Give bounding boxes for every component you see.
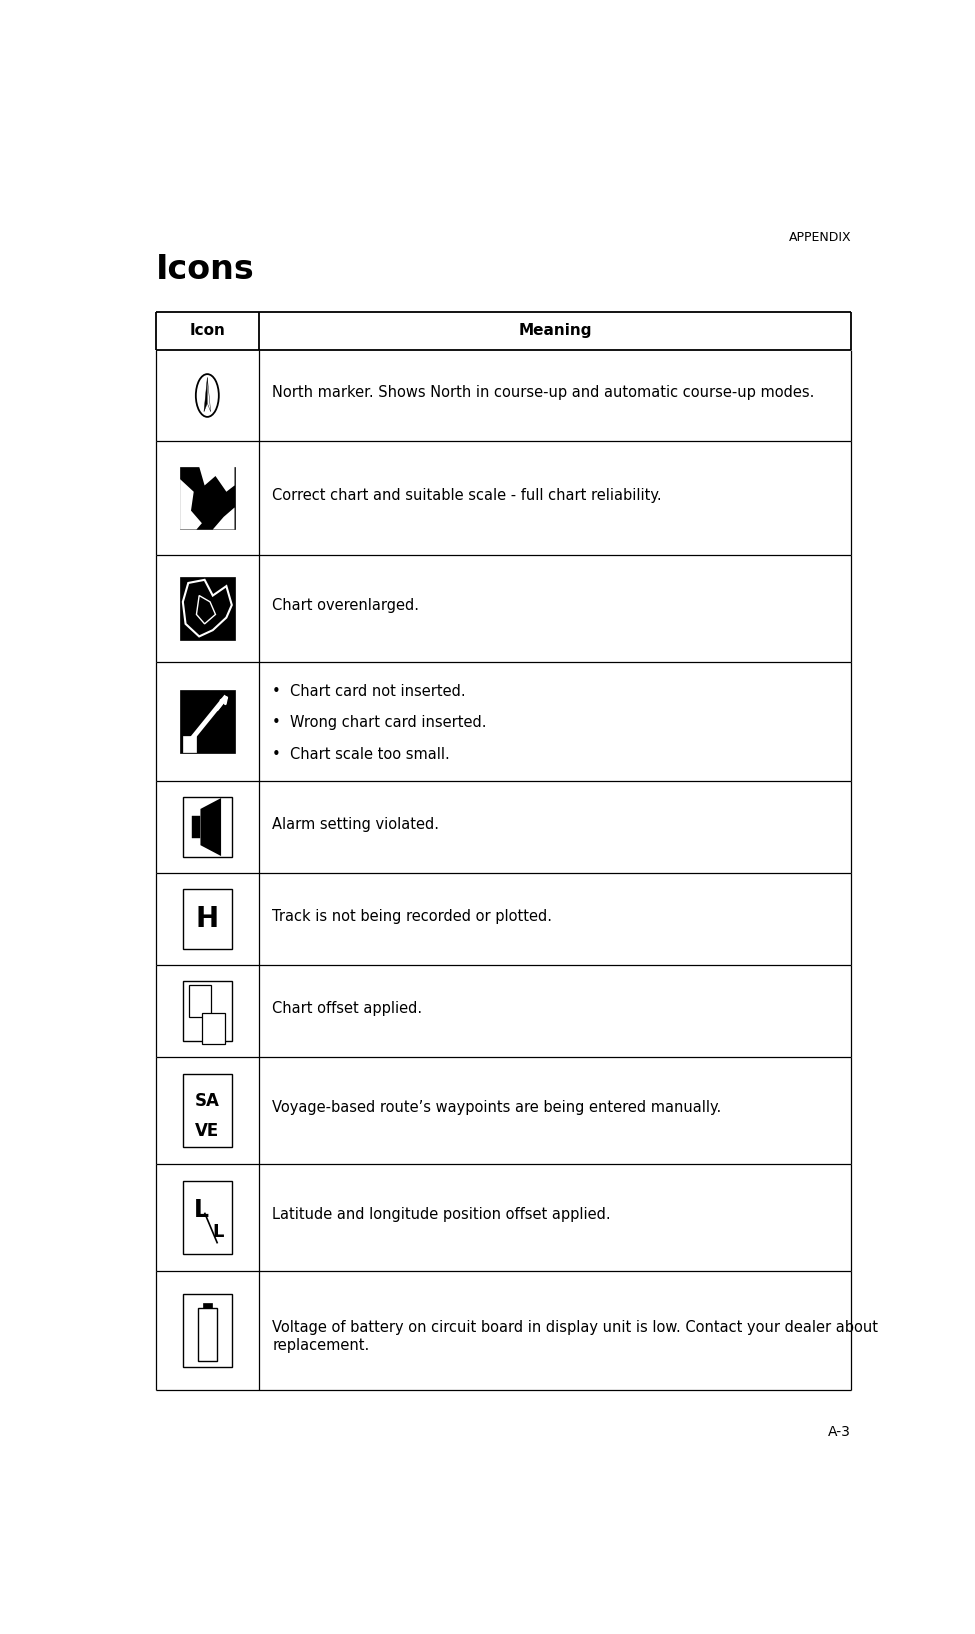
Bar [198, 1309, 216, 1361]
Bar [182, 980, 232, 1041]
Text: Correct chart and suitable scale - full chart reliability.: Correct chart and suitable scale - full … [272, 489, 662, 503]
Text: •  Wrong chart card inserted.: • Wrong chart card inserted. [272, 716, 487, 730]
Bar [182, 1074, 232, 1147]
Text: Track is not being recorded or plotted.: Track is not being recorded or plotted. [272, 909, 553, 923]
Text: North marker. Shows North in course-up and automatic course-up modes.: North marker. Shows North in course-up a… [272, 386, 815, 400]
Text: Chart overenlarged.: Chart overenlarged. [272, 598, 419, 613]
Bar [182, 889, 232, 949]
Text: •  Chart card not inserted.: • Chart card not inserted. [272, 683, 466, 699]
Polygon shape [213, 508, 235, 529]
Polygon shape [180, 467, 235, 492]
Bar [180, 690, 235, 753]
Text: SA: SA [195, 1093, 219, 1111]
Bar [203, 1013, 224, 1044]
Text: Meaning: Meaning [518, 324, 592, 338]
Text: A-3: A-3 [828, 1425, 851, 1440]
Bar [183, 735, 196, 752]
Text: •  Chart scale too small.: • Chart scale too small. [272, 747, 450, 761]
Text: Alarm setting violated.: Alarm setting violated. [272, 817, 440, 832]
Text: VE: VE [195, 1121, 219, 1139]
Polygon shape [180, 479, 202, 529]
Text: APPENDIX: APPENDIX [789, 232, 851, 245]
Bar [180, 467, 235, 529]
Text: Icons: Icons [156, 253, 254, 286]
Bar [182, 1181, 232, 1253]
Bar [192, 817, 201, 838]
Text: Chart offset applied.: Chart offset applied. [272, 1000, 422, 1016]
Bar [188, 985, 211, 1016]
Bar [180, 577, 235, 639]
Polygon shape [208, 377, 211, 412]
Text: L: L [194, 1198, 209, 1222]
Text: Icon: Icon [189, 324, 225, 338]
Bar [182, 1294, 232, 1366]
Bar [182, 797, 232, 858]
Text: Latitude and longitude position offset applied.: Latitude and longitude position offset a… [272, 1208, 611, 1222]
Text: L: L [213, 1222, 224, 1240]
Text: H: H [196, 905, 218, 933]
Text: Voyage-based route’s waypoints are being entered manually.: Voyage-based route’s waypoints are being… [272, 1100, 722, 1114]
Text: Voltage of battery on circuit board in display unit is low. Contact your dealer : Voltage of battery on circuit board in d… [272, 1320, 878, 1353]
Polygon shape [201, 797, 221, 856]
Polygon shape [204, 377, 208, 412]
Bar [203, 1302, 212, 1309]
